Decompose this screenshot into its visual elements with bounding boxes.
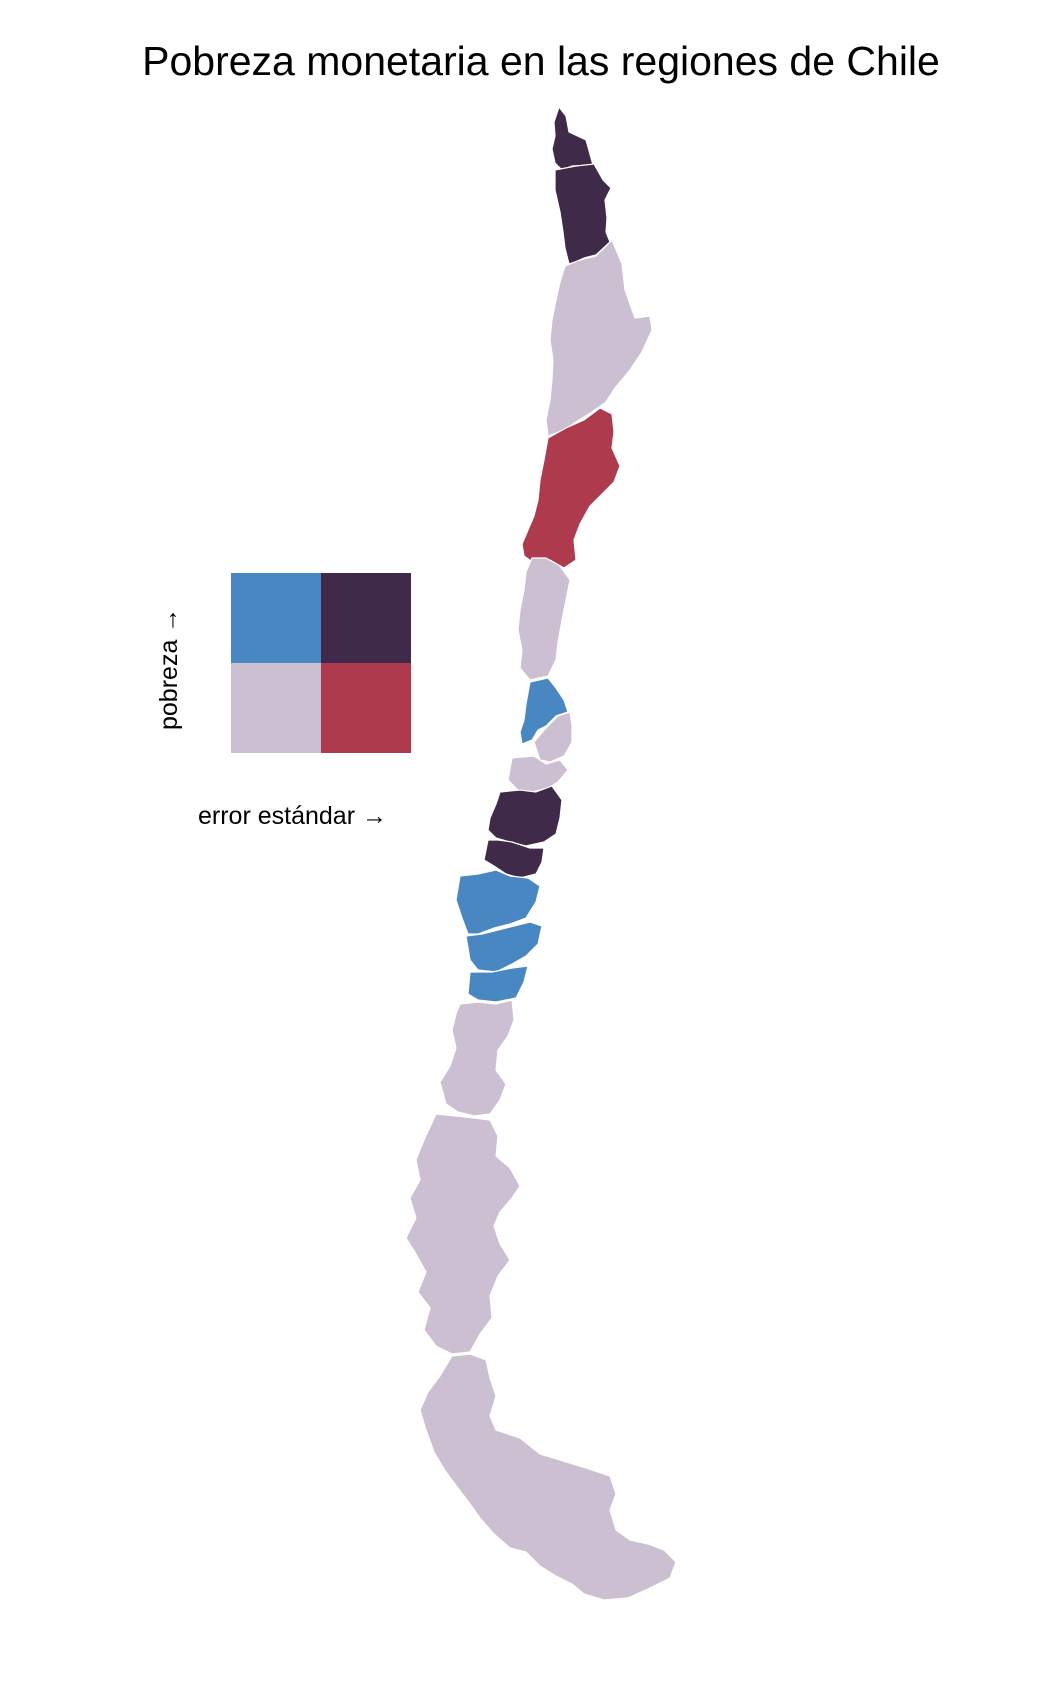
region-o-higgins: [507, 755, 569, 793]
region-coquimbo: [517, 557, 571, 681]
legend-cell-high-poverty-high-se: [321, 573, 411, 663]
legend-cell-low-poverty-low-se: [231, 663, 321, 753]
region-valparaiso: [519, 677, 569, 745]
region-araucania: [465, 921, 543, 973]
legend-x-axis-label: error estándar →: [198, 802, 387, 830]
region-arica-y-parinacota: [551, 106, 594, 171]
legend-cell-low-poverty-high-se: [321, 663, 411, 753]
region-magallanes: [419, 1353, 677, 1601]
region-los-rios: [467, 965, 529, 1003]
region-antofagasta: [545, 239, 653, 437]
region-aysen: [405, 1113, 521, 1355]
region-metropolitana: [533, 711, 573, 763]
region-nuble: [483, 839, 545, 879]
legend-y-axis-label: pobreza →: [155, 607, 183, 730]
legend-cell-high-poverty-low-se: [231, 573, 321, 663]
region-los-lagos: [439, 999, 515, 1117]
region-atacama: [521, 407, 621, 569]
region-maule: [487, 785, 563, 847]
region-biobio: [455, 869, 541, 935]
map-title: Pobreza monetaria en las regiones de Chi…: [142, 38, 940, 84]
